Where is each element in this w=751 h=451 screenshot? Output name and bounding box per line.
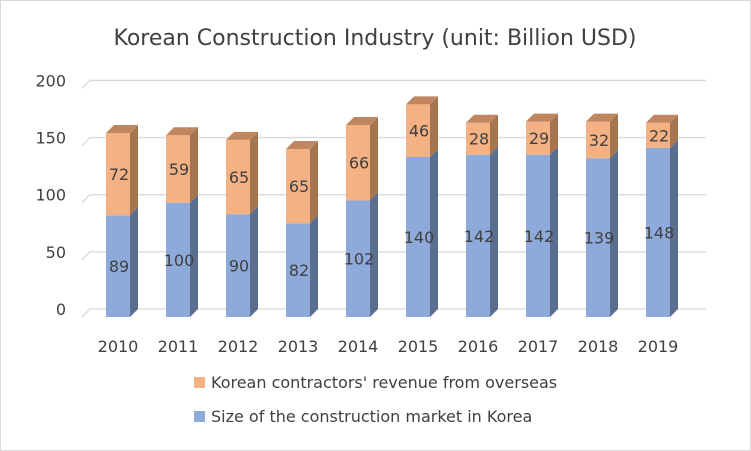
y-tick-label: 100 bbox=[35, 186, 66, 205]
bar-segment bbox=[286, 149, 310, 224]
y-tick-label: 50 bbox=[46, 243, 66, 262]
bar-side bbox=[430, 149, 438, 317]
x-tick-label: 2018 bbox=[578, 337, 619, 356]
bar-side bbox=[550, 146, 558, 317]
x-tick-label: 2013 bbox=[278, 337, 319, 356]
data-label: 82 bbox=[289, 261, 309, 280]
data-label: 28 bbox=[469, 130, 489, 149]
gridline bbox=[81, 194, 706, 204]
y-tick-label: 200 bbox=[35, 71, 66, 90]
bar-side bbox=[310, 215, 318, 317]
bar-side bbox=[190, 194, 198, 317]
bar-side bbox=[490, 146, 498, 317]
data-label: 29 bbox=[529, 129, 549, 148]
bar-side bbox=[670, 114, 678, 148]
y-tick-label: 150 bbox=[35, 129, 66, 148]
data-label: 72 bbox=[109, 165, 129, 184]
data-label: 139 bbox=[584, 229, 615, 248]
bar-side bbox=[130, 207, 138, 317]
data-label: 142 bbox=[464, 227, 495, 246]
y-tick-label: 0 bbox=[56, 300, 66, 319]
x-tick-label: 2011 bbox=[158, 337, 199, 356]
data-label: 148 bbox=[644, 223, 675, 242]
bar-top bbox=[526, 113, 558, 122]
gridline bbox=[81, 251, 706, 261]
data-label: 59 bbox=[169, 160, 189, 179]
x-tick-label: 2010 bbox=[98, 337, 139, 356]
bar-top bbox=[166, 127, 198, 136]
data-label: 142 bbox=[524, 227, 555, 246]
bar-top bbox=[646, 114, 678, 123]
bar-segment bbox=[226, 214, 250, 317]
data-label: 66 bbox=[349, 154, 369, 173]
bar-side bbox=[370, 192, 378, 317]
data-label: 22 bbox=[649, 126, 669, 145]
x-tick-label: 2016 bbox=[458, 337, 499, 356]
legend-label: Korean contractors' revenue from oversea… bbox=[211, 373, 557, 392]
legend-swatch bbox=[194, 377, 205, 388]
bar-top bbox=[226, 131, 258, 140]
data-label: 65 bbox=[229, 168, 249, 187]
chart-title: Korean Construction Industry (unit: Bill… bbox=[113, 26, 636, 51]
bar-segment bbox=[466, 154, 490, 317]
bar-side bbox=[670, 139, 678, 317]
bar-top bbox=[466, 114, 498, 123]
bar-segment bbox=[646, 147, 670, 317]
bar-segment bbox=[346, 125, 370, 201]
bar-segment bbox=[346, 200, 370, 317]
bar-top bbox=[346, 117, 378, 125]
bar-segment bbox=[586, 158, 610, 317]
x-tick-label: 2014 bbox=[338, 337, 379, 356]
x-tick-label: 2015 bbox=[398, 337, 439, 356]
data-label: 89 bbox=[109, 257, 129, 276]
data-label: 32 bbox=[589, 131, 609, 150]
bar-top bbox=[586, 113, 618, 122]
gridline bbox=[81, 79, 706, 89]
bar-segment bbox=[226, 139, 250, 215]
x-tick-label: 2019 bbox=[638, 337, 679, 356]
bar-side bbox=[490, 114, 498, 155]
bar-segment bbox=[166, 202, 190, 317]
bar-side bbox=[610, 113, 618, 159]
data-label: 140 bbox=[404, 228, 435, 247]
bar-side bbox=[310, 141, 318, 224]
bar-side bbox=[550, 113, 558, 155]
data-label: 46 bbox=[409, 122, 429, 141]
bar-segment bbox=[526, 121, 550, 155]
x-tick-label: 2017 bbox=[518, 337, 559, 356]
gridline bbox=[81, 308, 706, 318]
bar-top bbox=[406, 96, 438, 105]
bar-segment bbox=[286, 223, 310, 317]
bar-side bbox=[190, 127, 198, 203]
data-label: 90 bbox=[229, 257, 249, 276]
bar-segment bbox=[526, 154, 550, 317]
bar-side bbox=[370, 117, 378, 201]
bar-segment bbox=[106, 215, 130, 317]
legend-swatch bbox=[194, 411, 205, 422]
bar-segment bbox=[406, 157, 430, 317]
bar-side bbox=[130, 125, 138, 216]
bar-side bbox=[610, 150, 618, 317]
bar-side bbox=[430, 96, 438, 157]
bar-segment bbox=[646, 122, 670, 148]
data-label: 65 bbox=[289, 177, 309, 196]
bar-side bbox=[250, 206, 258, 317]
bar-segment bbox=[586, 121, 610, 159]
bar-segment bbox=[406, 104, 430, 157]
data-label: 100 bbox=[164, 251, 195, 270]
gridline bbox=[81, 136, 706, 147]
bar-side bbox=[250, 131, 258, 215]
bar-segment bbox=[106, 133, 130, 216]
bar-top bbox=[286, 141, 318, 149]
bar-segment bbox=[166, 135, 190, 203]
bar-top bbox=[106, 125, 138, 133]
legend-label: Size of the construction market in Korea bbox=[211, 407, 532, 426]
bar-segment bbox=[466, 122, 490, 155]
x-tick-label: 2012 bbox=[218, 337, 259, 356]
data-label: 102 bbox=[344, 250, 375, 269]
